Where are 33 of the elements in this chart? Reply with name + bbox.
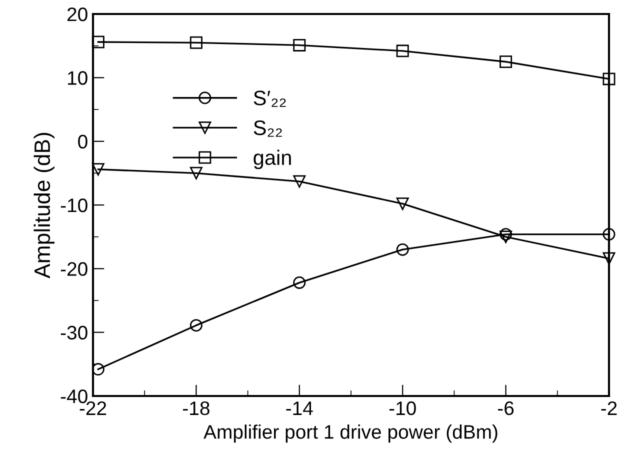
x-tick-label: -18 (183, 401, 210, 416)
point (602, 228, 616, 241)
point (190, 319, 202, 332)
point (396, 243, 409, 256)
legend-label: gain (254, 150, 291, 170)
y-tick-label: -20 (60, 262, 88, 276)
y-tick-label: -40 (60, 389, 88, 404)
y-axis-title: Amplitude (dB) (34, 132, 54, 278)
point (602, 252, 616, 265)
point (500, 56, 512, 68)
point (92, 36, 104, 48)
point (396, 44, 409, 58)
legend-label: S′₂₂ (254, 90, 286, 107)
y-tick-label: -30 (60, 326, 88, 340)
x-tick-label: -6 (498, 401, 514, 416)
x-axis-title: Amplifier port 1 drive power (dBm) (204, 424, 498, 443)
legend-label: S₂₂ (254, 120, 282, 137)
y-tick-label: 10 (68, 71, 88, 85)
x-tick-label: -22 (80, 401, 106, 415)
point (190, 36, 202, 49)
x-tick-label: -10 (389, 401, 416, 416)
x-tick-label: -2 (601, 401, 617, 415)
point (190, 166, 202, 180)
point (293, 38, 306, 52)
point (293, 276, 306, 289)
y-tick-label: 0 (78, 134, 88, 149)
x-tick-label: -14 (286, 402, 313, 415)
point (293, 175, 306, 188)
point (602, 72, 616, 86)
point (396, 197, 409, 210)
point (92, 163, 104, 176)
y-tick-label: -10 (60, 198, 88, 212)
y-tick-label: 20 (67, 7, 88, 22)
